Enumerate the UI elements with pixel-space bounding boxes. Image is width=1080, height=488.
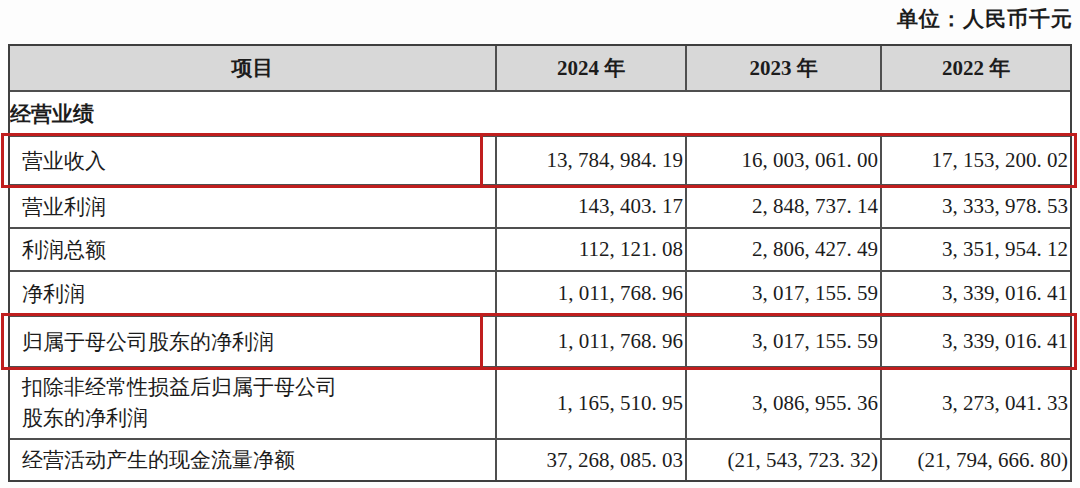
value-2022: (21, 794, 666. 80): [880, 440, 1070, 480]
value-2022: 3, 273, 041. 33: [880, 368, 1070, 438]
row-label: 扣除非经常性损益后归属于母公司 股东的净利润: [10, 368, 495, 438]
table-row-total-profit: 利润总额 112, 121. 08 2, 806, 427. 49 3, 351…: [10, 227, 1070, 270]
value-2022: 3, 339, 016. 41: [880, 272, 1070, 315]
table-row-net-profit: 净利润 1, 011, 768. 96 3, 017, 155. 59 3, 3…: [10, 270, 1070, 315]
value-2023: 16, 003, 061. 00: [685, 137, 880, 184]
row-label: 净利润: [10, 272, 495, 315]
row-label: 归属于母公司股东的净利润: [10, 317, 495, 366]
section-header-label: 经营业绩: [10, 92, 1070, 135]
column-header-item: 项目: [10, 46, 495, 90]
column-header-2024: 2024 年: [495, 46, 685, 90]
row-label-line-1: 扣除非经常性损益后归属于母公司: [22, 372, 337, 404]
table-row-operating-revenue: 营业收入 13, 784, 984. 19 16, 003, 061. 00 1…: [10, 135, 1070, 184]
row-label: 营业利润: [10, 186, 495, 227]
table-header-row: 项目 2024 年 2023 年 2022 年: [10, 46, 1070, 90]
table-row-net-profit-after-non-recurring: 扣除非经常性损益后归属于母公司 股东的净利润 1, 165, 510. 95 3…: [10, 366, 1070, 438]
value-2023: (21, 543, 723. 32): [685, 440, 880, 480]
table-row-operating-profit: 营业利润 143, 403. 17 2, 848, 737. 14 3, 333…: [10, 184, 1070, 227]
value-2023: 2, 806, 427. 49: [685, 229, 880, 270]
table-row-net-profit-attributable-to-parent: 归属于母公司股东的净利润 1, 011, 768. 96 3, 017, 155…: [10, 315, 1070, 366]
row-label: 营业收入: [10, 137, 495, 184]
value-2024: 1, 011, 768. 96: [495, 317, 685, 366]
value-2022: 17, 153, 200. 02: [880, 137, 1070, 184]
row-label: 利润总额: [10, 229, 495, 270]
financial-summary-table: 项目 2024 年 2023 年 2022 年 经营业绩 营业收入 13, 78…: [8, 44, 1072, 482]
value-2024: 1, 011, 768. 96: [495, 272, 685, 315]
value-2022: 3, 333, 978. 53: [880, 186, 1070, 227]
value-2023: 3, 017, 155. 59: [685, 272, 880, 315]
row-label-line-2: 股东的净利润: [22, 403, 337, 435]
value-2022: 3, 351, 954. 12: [880, 229, 1070, 270]
unit-label: 单位：人民币千元: [897, 5, 1073, 33]
row-label: 经营活动产生的现金流量净额: [10, 440, 495, 480]
section-header-row: 经营业绩: [10, 90, 1070, 135]
value-2023: 2, 848, 737. 14: [685, 186, 880, 227]
value-2022: 3, 339, 016. 41: [880, 317, 1070, 366]
value-2024: 1, 165, 510. 95: [495, 368, 685, 438]
value-2024: 112, 121. 08: [495, 229, 685, 270]
value-2023: 3, 086, 955. 36: [685, 368, 880, 438]
value-2023: 3, 017, 155. 59: [685, 317, 880, 366]
column-header-2023: 2023 年: [685, 46, 880, 90]
value-2024: 143, 403. 17: [495, 186, 685, 227]
column-header-2022: 2022 年: [880, 46, 1070, 90]
value-2024: 13, 784, 984. 19: [495, 137, 685, 184]
table-row-net-operating-cash-flow: 经营活动产生的现金流量净额 37, 268, 085. 03 (21, 543,…: [10, 438, 1070, 480]
value-2024: 37, 268, 085. 03: [495, 440, 685, 480]
